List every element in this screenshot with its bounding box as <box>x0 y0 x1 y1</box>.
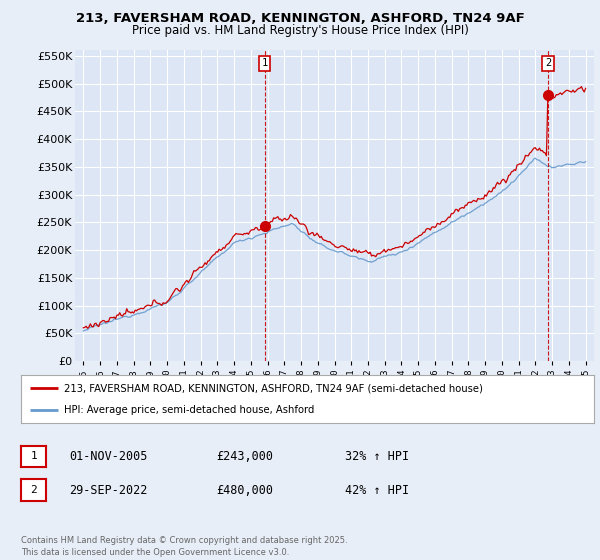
Text: 32% ↑ HPI: 32% ↑ HPI <box>345 450 409 463</box>
Text: 01-NOV-2005: 01-NOV-2005 <box>69 450 148 463</box>
Text: Contains HM Land Registry data © Crown copyright and database right 2025.
This d: Contains HM Land Registry data © Crown c… <box>21 536 347 557</box>
Text: £243,000: £243,000 <box>216 450 273 463</box>
Text: 213, FAVERSHAM ROAD, KENNINGTON, ASHFORD, TN24 9AF (semi-detached house): 213, FAVERSHAM ROAD, KENNINGTON, ASHFORD… <box>64 383 483 393</box>
Text: HPI: Average price, semi-detached house, Ashford: HPI: Average price, semi-detached house,… <box>64 405 314 415</box>
Text: Price paid vs. HM Land Registry's House Price Index (HPI): Price paid vs. HM Land Registry's House … <box>131 24 469 37</box>
Text: 2: 2 <box>30 485 37 495</box>
Text: 213, FAVERSHAM ROAD, KENNINGTON, ASHFORD, TN24 9AF: 213, FAVERSHAM ROAD, KENNINGTON, ASHFORD… <box>76 12 524 25</box>
Text: 2: 2 <box>545 58 551 68</box>
Text: 1: 1 <box>30 451 37 461</box>
Text: 42% ↑ HPI: 42% ↑ HPI <box>345 483 409 497</box>
Text: 29-SEP-2022: 29-SEP-2022 <box>69 483 148 497</box>
Text: £480,000: £480,000 <box>216 483 273 497</box>
Text: 1: 1 <box>262 58 268 68</box>
